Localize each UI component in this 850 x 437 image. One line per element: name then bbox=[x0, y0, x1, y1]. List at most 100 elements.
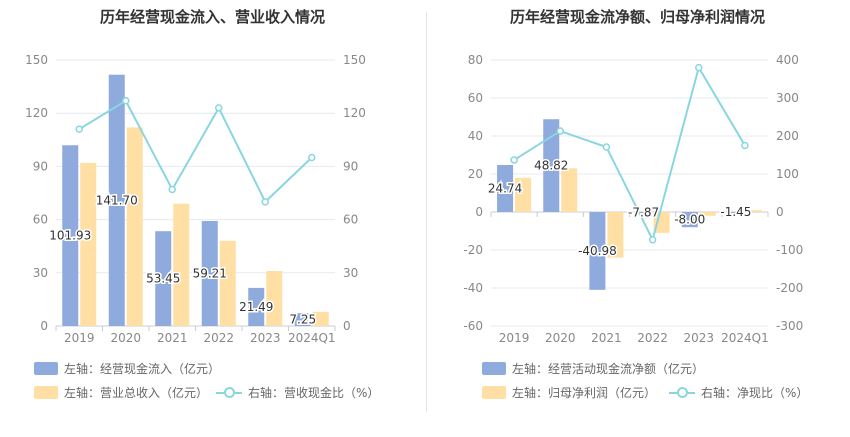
ratio-point bbox=[215, 104, 223, 112]
x-tick-label: 2020 bbox=[545, 331, 576, 345]
y-right-tick-label: 120 bbox=[343, 106, 366, 120]
x-tick-label: 2023 bbox=[250, 331, 281, 345]
data-label: -8.00 bbox=[674, 213, 705, 227]
legend-swatch-blue bbox=[34, 362, 58, 375]
bar-secondary bbox=[312, 311, 329, 326]
y-left-tick-label: -20 bbox=[463, 243, 483, 257]
ratio-line bbox=[78, 99, 313, 204]
data-label: 7.25 bbox=[289, 313, 316, 327]
legend-swatch-line bbox=[216, 386, 242, 399]
x-tick-label: 2021 bbox=[591, 331, 622, 345]
bar-secondary bbox=[607, 212, 624, 258]
legend-item-net-cash-flow[interactable]: 左轴：经营活动现金流净额（亿元） bbox=[482, 360, 704, 377]
legend-item-ratio[interactable]: 右轴：营收现金比（%） bbox=[216, 384, 379, 401]
legend-item-revenue[interactable]: 左轴：营业总收入（亿元） bbox=[34, 384, 208, 401]
y-left-tick-label: 120 bbox=[25, 106, 48, 120]
bar-primary bbox=[108, 74, 125, 327]
left-chart-panel: 历年经营现金流入、营业收入情况 0 30 60 90 120 150 0 30 60 90 120 1… bbox=[25, 8, 379, 401]
left-chart-title: 历年经营现金流入、营业收入情况 bbox=[99, 8, 325, 26]
bar-secondary bbox=[80, 162, 97, 326]
y-right-tick-label: 0 bbox=[776, 205, 784, 219]
left-chart-svg: 0 30 60 90 120 150 0 30 60 90 120 150 2019 2020 2021 20… bbox=[25, 53, 366, 345]
x-tick-label: 2019 bbox=[499, 331, 530, 345]
y-left-tick-label: 0 bbox=[475, 205, 483, 219]
bar-primary bbox=[294, 313, 311, 326]
ratio-point bbox=[122, 97, 130, 105]
bar-primary bbox=[248, 287, 265, 326]
bar-primary bbox=[543, 119, 560, 212]
bar-secondary bbox=[266, 271, 283, 326]
legend-swatch-yellow bbox=[482, 386, 506, 399]
y-left-tick-label: -40 bbox=[463, 281, 483, 295]
bar-primary bbox=[727, 212, 744, 213]
bar-primary bbox=[681, 212, 698, 228]
x-tick-label: 2019 bbox=[64, 331, 95, 345]
legend-label: 左轴：营业总收入（亿元） bbox=[64, 386, 209, 400]
y-left-tick-label: 60 bbox=[468, 91, 483, 105]
y-right-tick-label: 150 bbox=[343, 53, 366, 67]
y-right-tick-label: 30 bbox=[343, 266, 358, 280]
x-tick-label: 2021 bbox=[157, 331, 188, 345]
x-tick-label: 2024Q1 bbox=[721, 331, 769, 345]
legend-item-net-cash-ratio[interactable]: 右轴：净现比（%） bbox=[669, 384, 808, 401]
y-right-tick-label: -200 bbox=[776, 281, 803, 295]
y-right-tick-label: 100 bbox=[776, 167, 799, 181]
legend-swatch-blue bbox=[482, 362, 506, 375]
data-label: 53.45 bbox=[146, 272, 180, 286]
data-label: 59.21 bbox=[193, 267, 227, 281]
data-label: 101.93 bbox=[49, 229, 91, 243]
data-label: 24.74 bbox=[488, 181, 522, 195]
x-tick-label: 2020 bbox=[110, 331, 141, 345]
y-left-tick-label: -60 bbox=[463, 319, 483, 333]
ratio-point bbox=[602, 143, 611, 151]
ratio-point bbox=[261, 198, 269, 206]
data-label: 48.82 bbox=[534, 159, 568, 173]
data-label: -7.87 bbox=[628, 205, 659, 219]
ratio-point bbox=[648, 235, 657, 244]
right-chart-title: 历年经营现金流净额、归母净利润情况 bbox=[509, 8, 765, 26]
legend-label: 右轴：营收现金比（%） bbox=[248, 386, 380, 400]
ratio-point bbox=[510, 156, 518, 164]
legend-label: 左轴：经营现金流入（亿元） bbox=[64, 362, 221, 376]
y-right-tick-label: 90 bbox=[343, 159, 358, 173]
y-right-tick-label: 60 bbox=[343, 213, 358, 227]
y-right-tick-label: -300 bbox=[776, 319, 803, 333]
bar-secondary bbox=[126, 127, 143, 327]
legend-label: 右轴：净现比（%） bbox=[701, 386, 809, 400]
bar-primary bbox=[589, 212, 606, 290]
legend-swatch-yellow bbox=[34, 386, 58, 399]
bar-secondary bbox=[219, 240, 236, 326]
y-right-tick-label: 200 bbox=[776, 129, 799, 143]
bar-secondary bbox=[699, 212, 716, 216]
legend-label: 左轴：归母净利润（亿元） bbox=[512, 386, 657, 400]
data-label: -1.45 bbox=[720, 205, 751, 219]
y-left-tick-label: 20 bbox=[468, 167, 483, 181]
bar-secondary bbox=[515, 177, 532, 212]
x-tick-label: 2023 bbox=[683, 331, 714, 345]
bar-secondary bbox=[561, 168, 578, 212]
x-tick-label: 2022 bbox=[637, 331, 668, 345]
y-right-tick-label: 300 bbox=[776, 91, 799, 105]
bar-primary bbox=[62, 145, 79, 326]
bar-primary bbox=[155, 231, 172, 326]
legend-item-cash-inflow[interactable]: 左轴：经营现金流入（亿元） bbox=[34, 360, 220, 377]
y-left-tick-label: 30 bbox=[33, 266, 48, 280]
y-left-tick-label: 40 bbox=[468, 129, 483, 143]
ratio-point bbox=[695, 63, 703, 72]
data-label: 21.49 bbox=[239, 300, 273, 314]
legend-item-net-profit[interactable]: 左轴：归母净利润（亿元） bbox=[482, 384, 656, 401]
ratio-point bbox=[741, 141, 749, 150]
bar-secondary bbox=[173, 203, 190, 326]
y-left-tick-label: 60 bbox=[33, 213, 48, 227]
y-left-tick-label: 80 bbox=[468, 53, 483, 67]
y-right-tick-label: -100 bbox=[776, 243, 803, 257]
right-chart-svg: -60-40-20020406080-300-200-1000100200300… bbox=[463, 53, 803, 345]
bar-primary bbox=[497, 164, 514, 212]
ratio-point bbox=[556, 127, 564, 135]
y-left-tick-label: 90 bbox=[33, 159, 48, 173]
data-label: -40.98 bbox=[578, 244, 617, 258]
x-tick-label: 2022 bbox=[203, 331, 234, 345]
data-label: 141.70 bbox=[96, 193, 138, 207]
y-right-tick-label: 0 bbox=[343, 319, 351, 333]
bar-secondary bbox=[653, 212, 670, 233]
